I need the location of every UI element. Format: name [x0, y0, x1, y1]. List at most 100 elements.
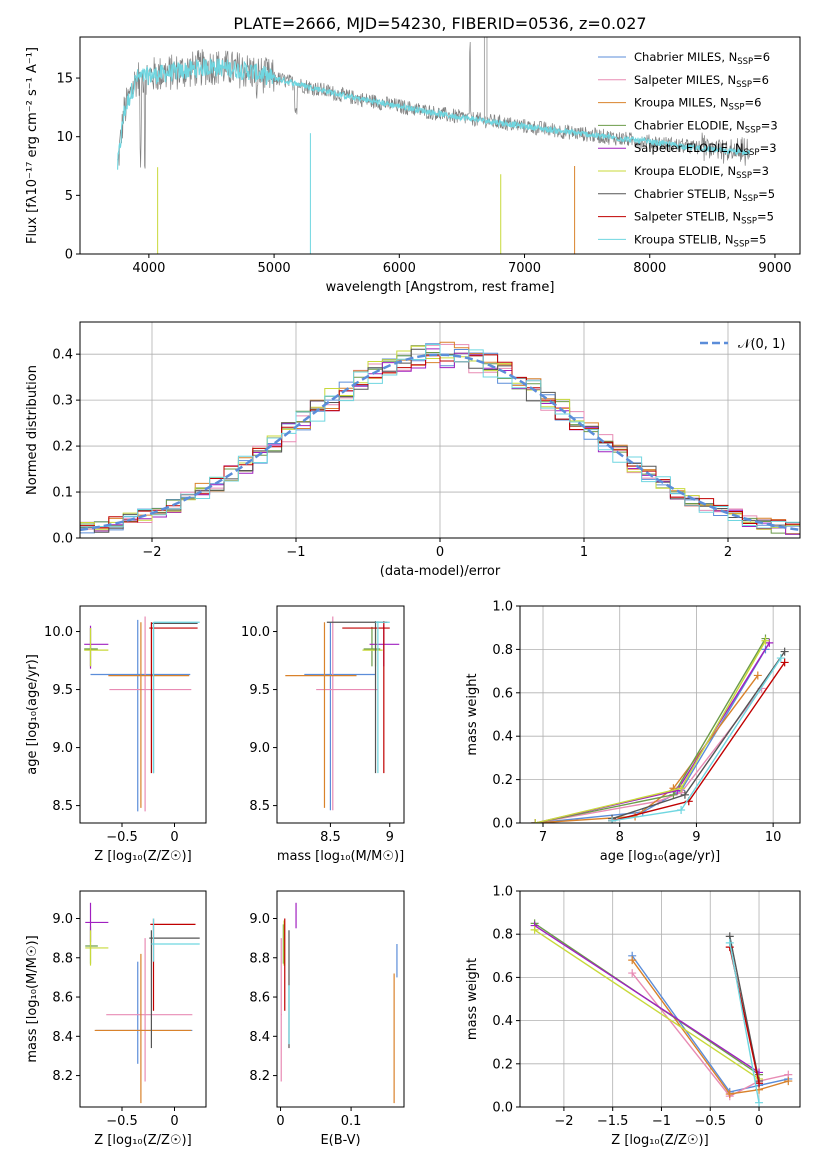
legend-entry: Salpeter MILES, NSSP=6	[634, 73, 769, 90]
weight-point-marker	[725, 1090, 734, 1099]
y-tick-label: 8.5	[249, 799, 270, 814]
y-tick-label: 8.8	[249, 951, 270, 966]
plot-area	[531, 634, 789, 823]
y-axis-label: Flux [fλ10⁻¹⁷ erg cm⁻² s⁻¹ A⁻¹]	[25, 47, 40, 244]
weight-series-line	[631, 972, 789, 1098]
x-tick-label: 0	[436, 545, 444, 560]
weight-series-line	[729, 936, 760, 1082]
legend-entry-sub: SSP	[745, 125, 761, 135]
x-tick-label: 0	[170, 830, 178, 845]
x-axis-label: Z [log₁₀(Z/Z☉)]	[94, 849, 191, 864]
legend-entry-suffix: =3	[760, 141, 777, 155]
y-tick-label: 0.6	[492, 971, 513, 986]
legend-entry-suffix: =6	[752, 73, 769, 87]
panel-spectrum: 4000 5000 6000 7000 8000 9000 0 5 10 15 wavelength…	[25, 36, 801, 295]
legend-entry-suffix: =5	[758, 187, 775, 201]
y-tick-label: 15	[56, 72, 73, 87]
y-tick-label: 0.8	[492, 643, 513, 658]
axes-frame	[79, 321, 801, 539]
x-tick-label: 0.1	[341, 1114, 362, 1129]
y-axis-label: Normed distribution	[25, 365, 40, 495]
x-axis-label: (data-model)/error	[380, 564, 501, 579]
x-tick-label: −1	[652, 1114, 671, 1129]
y-tick-label: 9.5	[249, 683, 270, 698]
y-tick-label: 0.3	[52, 394, 73, 409]
x-tick-label: −0.5	[106, 1114, 138, 1129]
y-tick-label: 0.4	[492, 730, 513, 745]
y-tick-label: 0.8	[492, 928, 513, 943]
plot-area	[285, 616, 400, 811]
y-tick-label: 0.2	[492, 773, 513, 788]
plot-area	[280, 902, 398, 1104]
y-axis-label: mass [log₁₀(M/M☉)]	[25, 935, 40, 1062]
y-axis-label: mass weight	[465, 958, 480, 1040]
x-axis-label: wavelength [Angstrom, rest frame]	[326, 280, 555, 295]
y-tick-label: 10	[56, 130, 73, 145]
x-tick-label: −2	[142, 545, 161, 560]
x-tick-label: 2	[724, 545, 732, 560]
axes-frame	[519, 890, 801, 1108]
legend-entry-sub: SSP	[742, 194, 758, 204]
weight-point-marker	[725, 938, 734, 947]
legend-entry-suffix: =5	[749, 232, 766, 246]
y-tick-label: 9.0	[52, 741, 73, 756]
legend-entry-name: Salpeter MILES, N	[634, 73, 736, 87]
x-tick-label: 7000	[508, 261, 541, 276]
legend-entry: Chabrier MILES, NSSP=6	[634, 50, 770, 67]
x-tick-label: 0	[755, 1114, 763, 1129]
plot-area	[530, 919, 793, 1107]
x-tick-label: 9	[692, 830, 700, 845]
y-tick-label: 0.0	[492, 1101, 513, 1116]
weight-point-marker	[780, 647, 789, 656]
x-tick-label: 10	[765, 830, 782, 845]
legend-entry-suffix: =6	[753, 50, 770, 64]
y-tick-label: 1.0	[492, 885, 513, 900]
legend-entry-sub: SSP	[741, 217, 757, 227]
plot-area	[117, 37, 751, 254]
y-tick-label: 0	[65, 248, 73, 263]
panel-age-vs-Z: −0.5 0 8.5 9.0 9.5 10.0 Z [log₁₀(Z/Z☉)] age [lo…	[25, 605, 207, 864]
legend-entry-suffix: =3	[752, 164, 769, 178]
weight-point-marker	[780, 658, 789, 667]
x-axis-label: age [log₁₀(age/yr)]	[600, 849, 721, 864]
legend-entry: Kroupa STELIB, NSSP=5	[634, 232, 766, 249]
panel-weight-vs-Z: −2 −1.5 −1 −0.5 0 0.0 0.2 0.4 0.6 0.8 1.0 Z [log₁₀(…	[465, 885, 801, 1148]
x-axis-label: E(B-V)	[320, 1133, 360, 1148]
figure-title: PLATE=2666, MJD=54230, FIBERID=0536, z=0…	[233, 14, 646, 33]
y-tick-label: 1.0	[492, 600, 513, 615]
y-tick-label: 0.4	[52, 348, 73, 363]
legend-entry: Chabrier ELODIE, NSSP=3	[634, 118, 778, 135]
weight-series-line	[611, 662, 786, 822]
weight-point-marker	[776, 654, 785, 663]
legend-entry-sub: SSP	[736, 80, 752, 90]
legend-entry-sub: SSP	[736, 171, 752, 181]
plot-area	[84, 616, 200, 812]
panel-mass-vs-EBV: 0 0.1 8.2 8.4 8.6 8.8 9.0 E(B-V)	[249, 890, 405, 1148]
x-tick-label: 9	[386, 830, 394, 845]
legend-entry: Chabrier STELIB, NSSP=5	[634, 187, 775, 204]
legend-entry-name: Salpeter ELODIE, N	[634, 141, 744, 155]
legend-entry-name: Kroupa STELIB, N	[634, 232, 734, 246]
legend-entry-sub: SSP	[737, 57, 753, 67]
legend-entry-name: Chabrier MILES, N	[634, 50, 737, 64]
panel-residuals: −2 −1 0 1 2 0.0 0.1 0.2 0.3 0.4 (data-model)/error…	[25, 321, 801, 579]
weight-point-marker	[765, 638, 774, 647]
model-spectrum	[117, 58, 751, 170]
weight-series-line	[535, 640, 767, 823]
weight-point-marker	[677, 784, 686, 793]
weight-series-line	[534, 929, 760, 1080]
y-tick-label: 0.2	[492, 1057, 513, 1072]
axes-frame	[276, 605, 405, 824]
weight-point-marker	[669, 790, 678, 799]
weight-series-line	[611, 651, 786, 820]
weight-point-marker	[784, 1077, 793, 1086]
axes-frame	[79, 36, 801, 255]
x-tick-label: 7	[539, 830, 547, 845]
x-tick-label: 8.5	[320, 830, 341, 845]
legend-entry: Kroupa MILES, NSSP=6	[634, 96, 761, 113]
y-tick-label: 0.1	[52, 486, 73, 501]
y-tick-label: 10.0	[241, 625, 270, 640]
gaussian-curve	[80, 353, 800, 532]
y-tick-label: 10.0	[44, 625, 73, 640]
